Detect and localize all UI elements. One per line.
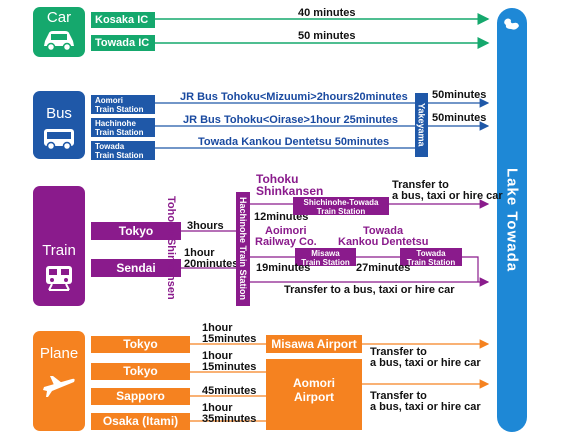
bus-icon xyxy=(42,127,76,156)
car-origin-kosaka: Kosaka IC xyxy=(91,12,155,28)
plane-origin-sapporo: Sapporo xyxy=(91,388,190,405)
misawa-airport: Misawa Airport xyxy=(266,335,362,353)
bus-station-towada-line1: Towada xyxy=(95,142,125,151)
bus-mode-box: Bus xyxy=(33,91,85,159)
train-mode-label: Train xyxy=(42,242,76,259)
bus-station-towada-line2: Train Station xyxy=(95,151,144,160)
misawa-train-station: Misawa Train Station xyxy=(295,248,356,267)
towada-kankou-label-2: Kankou Dentetsu xyxy=(338,236,429,248)
shichinohe-station-line1: Shichinohe-Towada xyxy=(303,198,379,207)
bus-station-hachinohe-line1: Hachinohe xyxy=(95,119,136,128)
aomori-airport-line2: Airport xyxy=(294,390,334,404)
hachinohe-station-label: Hachinohe Train Station xyxy=(238,197,248,301)
plane-transfer-2a: Transfer to xyxy=(370,390,427,402)
train-time-sendai-2: 20minutes xyxy=(184,258,239,270)
yakeyama-label: Yakeyama xyxy=(416,103,427,147)
towada-train-station-line2: Train Station xyxy=(406,258,456,267)
plane-origin-osaka: Osaka (Itami) xyxy=(91,413,190,430)
bus-route-towada-kankou: Towada Kankou Dentetsu 50minutes xyxy=(198,136,390,148)
yakeyama-stop: Yakeyama xyxy=(415,93,428,157)
bus-mode-label: Bus xyxy=(46,105,72,122)
bus-time-yakeyama-2: 50minutes xyxy=(432,112,487,124)
lake-towada-bar: Lake Towada xyxy=(497,8,527,432)
towada-train-station: Towada Train Station xyxy=(400,248,462,267)
train-transfer-1b: a bus, taxi or hire car xyxy=(392,190,503,202)
plane-time-1b: 15minutes xyxy=(202,333,257,345)
car-time-kosaka: 40 minutes xyxy=(298,7,356,19)
aomori-airport-line1: Aomori xyxy=(293,376,335,390)
bus-station-aomori: Aomori Train Station xyxy=(91,95,155,114)
train-time-27min: 27minutes xyxy=(356,262,411,274)
bus-station-aomori-line1: Aomori xyxy=(95,96,123,105)
train-time-tokyo: 3hours xyxy=(187,220,224,232)
aoimori-label-1: Aoimori xyxy=(265,225,307,237)
car-mode-label: Car xyxy=(46,9,72,26)
plane-time-4a: 1hour xyxy=(202,402,233,414)
bus-route-oirase: JR Bus Tohoku<Oirase>1hour 25minutes xyxy=(183,114,398,126)
train-icon xyxy=(43,264,75,299)
plane-transfer-1a: Transfer to xyxy=(370,346,427,358)
car-time-towada: 50 minutes xyxy=(298,30,356,42)
bus-time-yakeyama-1: 50minutes xyxy=(432,89,487,101)
tohoku-shinkansen-label-1: Tohoku xyxy=(256,172,299,186)
tohoku-shinkansen-vertical: Tohoku Shinkansen xyxy=(164,188,178,308)
lake-icon xyxy=(502,16,522,34)
plane-time-2b: 15minutes xyxy=(202,361,257,373)
plane-time-2a: 1hour xyxy=(202,350,233,362)
car-icon xyxy=(41,29,77,56)
tohoku-shinkansen-label-2: Shinkansen xyxy=(256,184,324,198)
train-transfer-2: Transfer to a bus, taxi or hire car xyxy=(284,284,455,296)
train-time-sendai-1: 1hour xyxy=(184,247,215,259)
plane-time-3: 45minutes xyxy=(202,385,257,397)
aoimori-label-2: Railway Co. xyxy=(255,236,317,248)
plane-transfer-2b: a bus, taxi or hire car xyxy=(370,401,481,413)
plane-time-4b: 35minutes xyxy=(202,413,257,425)
aomori-airport: Aomori Airport xyxy=(266,359,362,430)
bus-route-mizuumi: JR Bus Tohoku<Mizuumi>2hours20minutes xyxy=(180,91,408,103)
plane-origin-tokyo-1: Tokyo xyxy=(91,336,190,353)
bus-station-hachinohe: Hachinohe Train Station xyxy=(91,118,155,137)
destination-label: Lake Towada xyxy=(503,167,521,273)
plane-mode-box: Plane xyxy=(33,331,85,431)
train-time-19min: 19minutes xyxy=(256,262,311,274)
misawa-train-station-line1: Misawa xyxy=(311,249,340,258)
shichinohe-station: Shichinohe-Towada Train Station xyxy=(293,197,389,216)
plane-icon xyxy=(42,373,76,404)
towada-kankou-label-1: Towada xyxy=(363,225,404,237)
plane-origin-tokyo-2: Tokyo xyxy=(91,363,190,380)
misawa-train-station-line2: Train Station xyxy=(301,258,350,267)
bus-station-aomori-line2: Train Station xyxy=(95,105,144,114)
bus-station-hachinohe-line2: Train Station xyxy=(95,128,144,137)
plane-mode-label: Plane xyxy=(39,345,79,362)
plane-time-1a: 1hour xyxy=(202,322,233,334)
shichinohe-station-line2: Train Station xyxy=(316,207,366,216)
train-origin-sendai: Sendai xyxy=(91,259,181,277)
car-mode-box: Car xyxy=(33,7,85,57)
car-origin-towada: Towada IC xyxy=(91,35,155,51)
hachinohe-station: Hachinohe Train Station xyxy=(236,192,250,306)
tohoku-shinkansen-vertical-label: Tohoku Shinkansen xyxy=(165,196,177,300)
train-mode-box: Train xyxy=(33,186,85,306)
train-transfer-1a: Transfer to xyxy=(392,179,449,191)
bus-station-towada: Towada Train Station xyxy=(91,141,155,160)
towada-train-station-line1: Towada xyxy=(416,249,446,258)
train-time-12min: 12minutes xyxy=(254,211,309,223)
train-origin-tokyo: Tokyo xyxy=(91,222,181,240)
plane-transfer-1b: a bus, taxi or hire car xyxy=(370,357,481,369)
